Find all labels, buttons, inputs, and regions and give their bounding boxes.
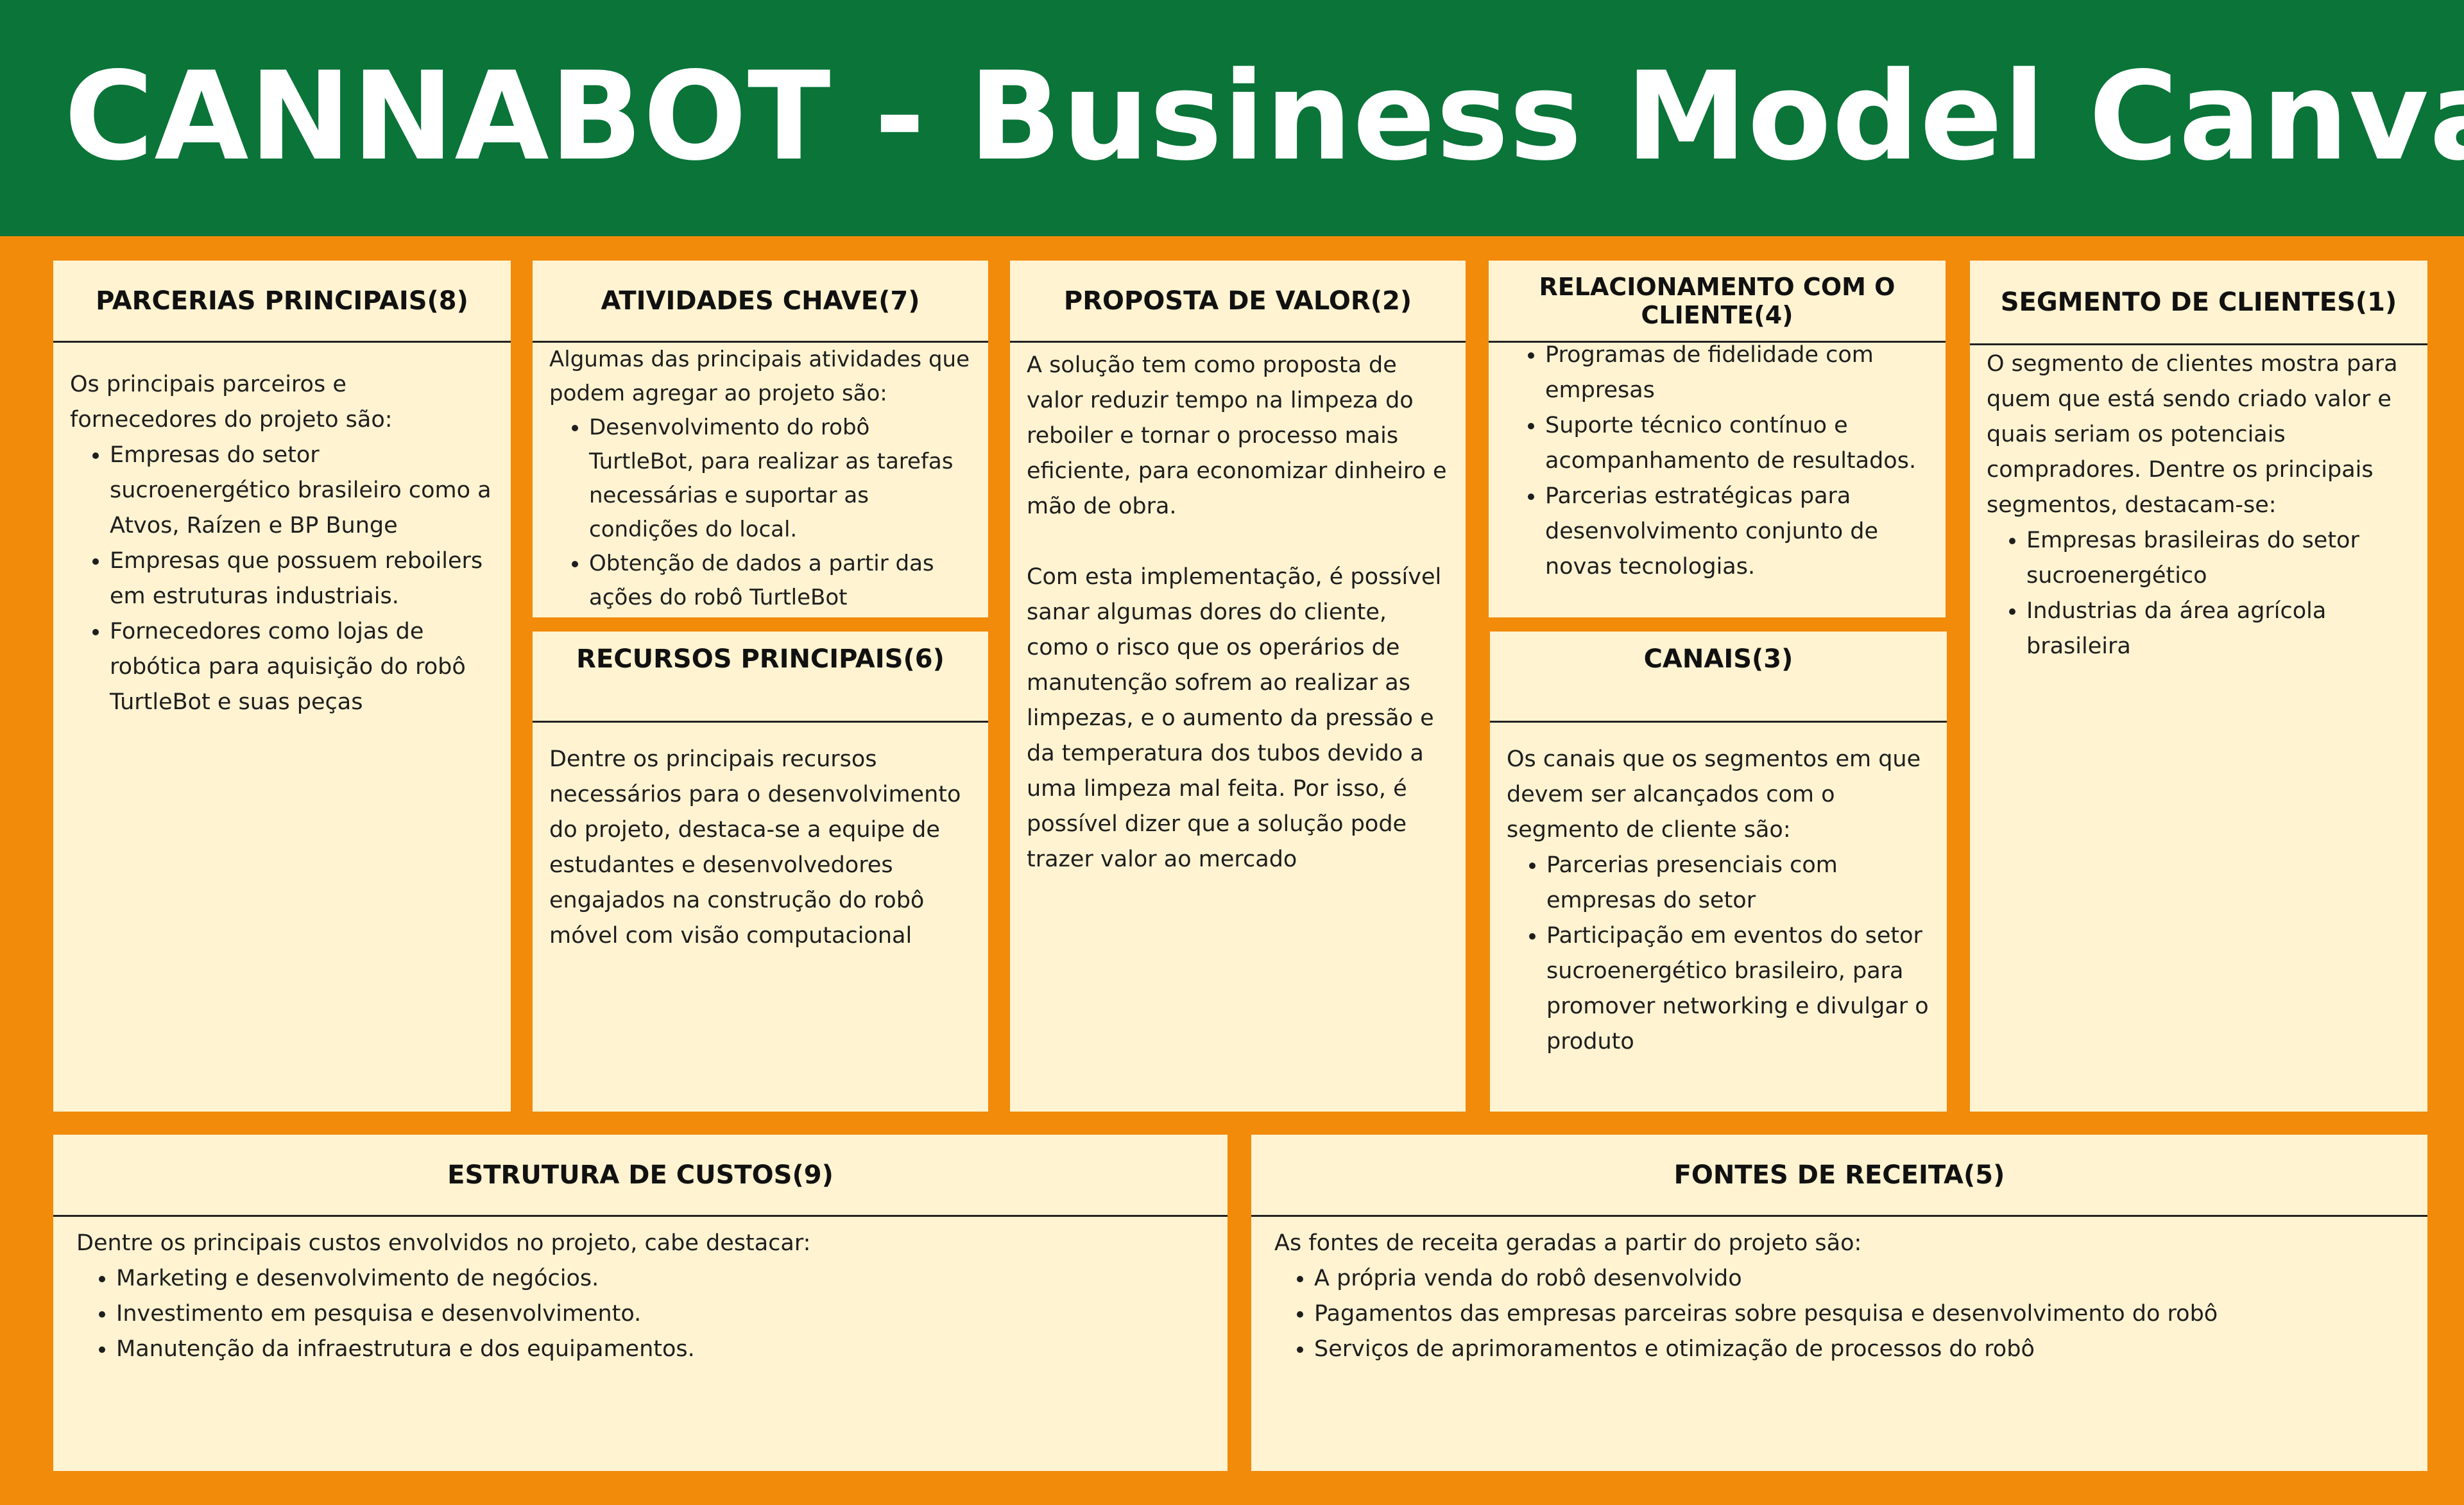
list-item: Suporte técnico contínuo e acompanhament… <box>1545 408 1929 479</box>
key-partners-intro: Os principais parceiros e fornecedores d… <box>70 372 393 433</box>
customer-segments-intro: O segmento de clientes mostra para quem … <box>1987 351 2398 518</box>
revenue-streams-card: FONTES DE RECEITA(5) As fontes de receit… <box>1251 1135 2427 1471</box>
revenue-streams-list: A própria venda do robô desenvolvido Pag… <box>1274 1261 2411 1367</box>
key-partners-card: PARCERIAS PRINCIPAIS(8) Os principais pa… <box>53 261 511 1112</box>
key-activities-card: ATIVIDADES CHAVE(7) Algumas das principa… <box>533 261 988 617</box>
list-item: Participação em eventos do setor sucroen… <box>1546 918 1930 1060</box>
key-activities-intro: Algumas das principais atividades que po… <box>549 347 970 406</box>
value-proposition-card: PROPOSTA DE VALOR(2) A solução tem como … <box>1010 261 1466 1112</box>
customer-segments-card: SEGMENTO DE CLIENTES(1) O segmento de cl… <box>1970 261 2427 1112</box>
customer-relationship-card: RELACIONAMENTO COM O CLIENTE(4) Programa… <box>1489 261 1946 617</box>
list-item: Manutenção da infraestrutura e dos equip… <box>116 1332 1211 1367</box>
channels-list: Parcerias presenciais com empresas do se… <box>1507 848 1930 1060</box>
key-partners-body: Os principais parceiros e fornecedores d… <box>53 343 511 720</box>
value-proposition-p2: Com esta implementação, é possível sanar… <box>1027 564 1442 872</box>
list-item: Empresas brasileiras do setor sucroenerg… <box>2026 523 2411 594</box>
revenue-streams-intro: As fontes de receita geradas a partir do… <box>1274 1230 1862 1256</box>
channels-card: CANAIS(3) Os canais que os segmentos em … <box>1490 632 1947 1112</box>
list-item: Industrias da área agrícola brasileira <box>2026 594 2411 664</box>
customer-segments-title: SEGMENTO DE CLIENTES(1) <box>1970 261 2427 345</box>
key-resources-body: Dentre os principais recursos necessário… <box>533 723 988 954</box>
customer-relationship-body: Programas de fidelidade com empresas Sup… <box>1489 338 1946 585</box>
list-item: A própria venda do robô desenvolvido <box>1314 1261 2411 1296</box>
channels-body: Os canais que os segmentos em que devem … <box>1490 723 1947 1060</box>
customer-segments-list: Empresas brasileiras do setor sucroenerg… <box>1987 523 2411 664</box>
list-item: Fornecedores como lojas de robótica para… <box>110 614 494 720</box>
customer-segments-body: O segmento de clientes mostra para quem … <box>1970 345 2427 664</box>
key-resources-card: RECURSOS PRINCIPAIS(6) Dentre os princip… <box>533 632 988 1112</box>
value-proposition-title: PROPOSTA DE VALOR(2) <box>1010 261 1466 343</box>
cost-structure-body: Dentre os principais custos envolvidos n… <box>53 1217 1228 1367</box>
list-item: Empresas do setor sucroenergético brasil… <box>110 438 494 544</box>
list-item: Parcerias estratégicas para desenvolvime… <box>1545 479 1929 585</box>
customer-relationship-title: RELACIONAMENTO COM O CLIENTE(4) <box>1489 261 1946 343</box>
header-banner: CANNABOT - Business Model Canvas <box>0 0 2464 236</box>
list-item: Parcerias presenciais com empresas do se… <box>1546 848 1930 918</box>
cost-structure-card: ESTRUTURA DE CUSTOS(9) Dentre os princip… <box>53 1135 1228 1471</box>
page-title: CANNABOT - Business Model Canvas <box>64 46 2464 187</box>
key-activities-list: Desenvolvimento do robô TurtleBot, para … <box>549 411 971 615</box>
cost-structure-list: Marketing e desenvolvimento de negócios.… <box>76 1261 1211 1367</box>
key-partners-title: PARCERIAS PRINCIPAIS(8) <box>53 261 511 343</box>
paragraph-gap <box>1027 524 1449 560</box>
key-resources-title: RECURSOS PRINCIPAIS(6) <box>533 632 988 723</box>
key-activities-title: ATIVIDADES CHAVE(7) <box>533 261 988 343</box>
key-resources-text: Dentre os principais recursos necessário… <box>549 746 961 949</box>
revenue-streams-body: As fontes de receita geradas a partir do… <box>1251 1217 2427 1367</box>
list-item: Desenvolvimento do robô TurtleBot, para … <box>589 411 971 547</box>
list-item: Serviços de aprimoramentos e otimização … <box>1314 1332 2411 1367</box>
list-item: Investimento em pesquisa e desenvolvimen… <box>116 1296 1211 1332</box>
channels-intro: Os canais que os segmentos em que devem … <box>1507 746 1921 843</box>
list-item: Pagamentos das empresas parceiras sobre … <box>1314 1296 2411 1332</box>
list-item: Obtenção de dados a partir das ações do … <box>589 547 971 615</box>
list-item: Marketing e desenvolvimento de negócios. <box>116 1261 1211 1296</box>
list-item: Programas de fidelidade com empresas <box>1545 338 1929 408</box>
list-item: Empresas que possuem reboilers em estrut… <box>110 544 494 614</box>
value-proposition-body: A solução tem como proposta de valor red… <box>1010 343 1466 877</box>
key-activities-body: Algumas das principais atividades que po… <box>533 343 988 615</box>
value-proposition-p1: A solução tem como proposta de valor red… <box>1027 352 1447 519</box>
cost-structure-intro: Dentre os principais custos envolvidos n… <box>76 1230 811 1256</box>
channels-title: CANAIS(3) <box>1490 632 1947 723</box>
key-partners-list: Empresas do setor sucroenergético brasil… <box>70 438 494 720</box>
cost-structure-title: ESTRUTURA DE CUSTOS(9) <box>53 1135 1228 1217</box>
revenue-streams-title: FONTES DE RECEITA(5) <box>1251 1135 2427 1217</box>
customer-relationship-list: Programas de fidelidade com empresas Sup… <box>1505 338 1929 585</box>
